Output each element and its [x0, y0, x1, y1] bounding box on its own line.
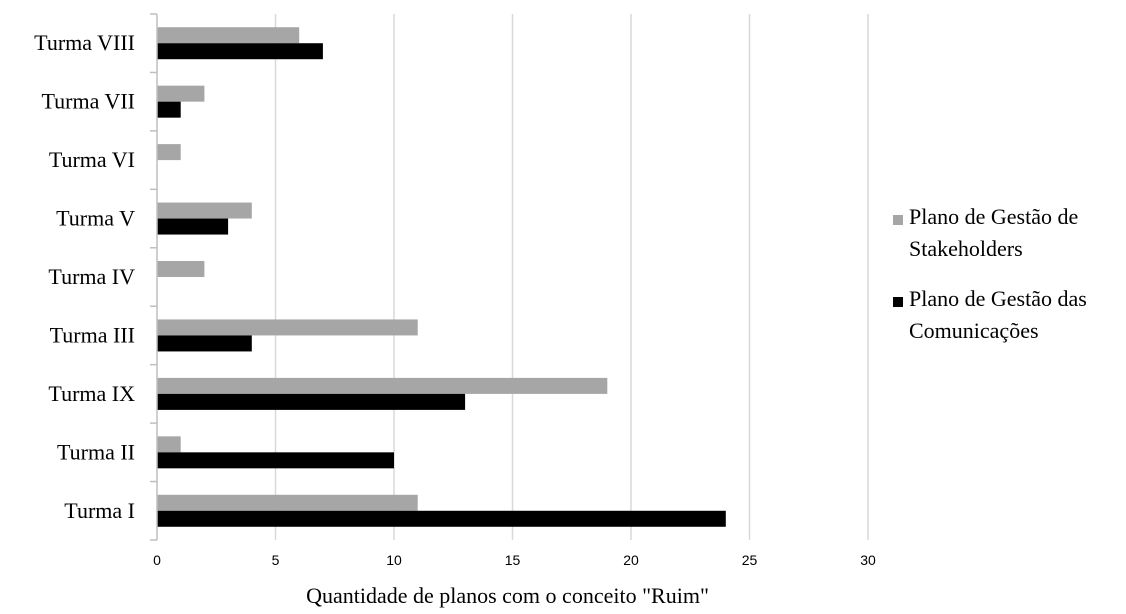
category-label: Turma III: [50, 322, 135, 347]
bar-comunicacoes-6: [157, 218, 229, 235]
bar-stakeholders-3: [157, 377, 608, 394]
x-tick-label: 10: [386, 552, 402, 568]
bar-stakeholders-5: [157, 261, 205, 277]
x-tick-label: 25: [742, 552, 758, 568]
x-tick-label: 0: [153, 552, 161, 568]
category-label: Turma I: [64, 498, 135, 523]
category-labels: Turma I Turma II Turma IX Turma III Turma IV…: [34, 30, 135, 523]
bar-stakeholders-6: [157, 202, 252, 219]
category-label: Turma V: [56, 206, 135, 231]
bar-comunicacoes-9: [157, 43, 323, 60]
bar-stakeholders-4: [157, 319, 418, 336]
category-label: Turma VI: [49, 147, 135, 172]
legend-label: Comunicações: [909, 318, 1039, 343]
x-axis-title: Quantidade de planos com o conceito "Rui…: [306, 583, 709, 608]
category-label: Turma II: [57, 439, 135, 464]
bar-stakeholders-9: [157, 27, 300, 44]
category-label: Turma IV: [48, 264, 135, 289]
category-label: Turma IX: [48, 381, 135, 406]
legend-label: Stakeholders: [909, 236, 1023, 261]
legend-label: Plano de Gestão de: [909, 204, 1078, 229]
bar-comunicacoes-8: [157, 101, 181, 118]
bar-stakeholders-1: [157, 494, 418, 511]
bar-stakeholders-8: [157, 85, 205, 102]
x-tick-label: 15: [505, 552, 521, 568]
bar-stakeholders-2: [157, 436, 181, 453]
legend-label: Plano de Gestão das: [909, 286, 1087, 311]
bar-comunicacoes-3: [157, 393, 466, 410]
bar-comunicacoes-4: [157, 335, 252, 352]
bars: [157, 27, 726, 527]
legend-swatch: [893, 297, 903, 307]
x-tick-label: 30: [860, 552, 876, 568]
y-axis-ticks: [150, 13, 157, 541]
category-label: Turma VII: [41, 89, 135, 114]
x-tick-label: 20: [623, 552, 639, 568]
legend-swatch: [893, 215, 903, 225]
category-label: Turma VIII: [34, 30, 135, 55]
bar-stakeholders-7: [157, 144, 181, 161]
bar-comunicacoes-2: [157, 452, 394, 469]
x-tick-label: 5: [272, 552, 280, 568]
bar-comunicacoes-1: [157, 510, 726, 527]
x-tick-labels: 0 5 10 15 20 25 30: [153, 552, 876, 568]
legend: Plano de Gestão de Stakeholders Plano de G…: [893, 204, 1087, 343]
